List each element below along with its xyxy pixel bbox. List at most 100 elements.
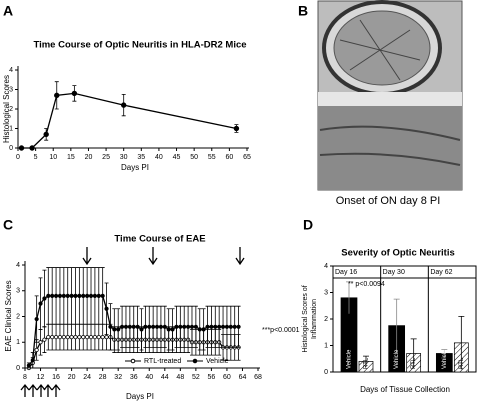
data-point	[46, 334, 51, 340]
data-point	[73, 293, 78, 298]
data-point	[42, 337, 47, 342]
data-point	[96, 293, 101, 298]
data-point	[92, 334, 98, 340]
y-tick-label: 1	[9, 125, 13, 132]
data-point	[120, 102, 127, 108]
data-point	[43, 131, 49, 138]
facet-header: Day 16	[335, 269, 357, 276]
data-point	[186, 324, 191, 329]
data-point	[96, 334, 101, 340]
data-point	[174, 324, 179, 329]
error-bar	[393, 298, 400, 353]
y-axis-label: Histological Scores	[2, 75, 11, 143]
annotation: ** p<0.0094	[348, 281, 385, 288]
x-tick-label: 24	[83, 374, 91, 381]
x-tick-label: 45	[173, 154, 181, 161]
data-point	[143, 324, 148, 329]
facet-header: Day 30	[383, 269, 405, 276]
data-point	[53, 334, 59, 340]
bar-label: Vehicle	[347, 349, 353, 369]
chart-title: Time Course of Optic Neuritis in HLA-DR2…	[33, 40, 246, 51]
data-point	[104, 306, 109, 311]
error-bar	[363, 355, 369, 367]
data-point	[46, 293, 51, 298]
data-point	[209, 324, 214, 329]
data-point	[201, 327, 206, 332]
data-point	[228, 324, 233, 329]
data-point	[38, 340, 43, 345]
data-point	[71, 90, 78, 97]
x-tick-label: 50	[190, 154, 198, 161]
x-tick-label: 0	[16, 154, 20, 161]
x-tick-label: 15	[67, 154, 75, 161]
data-point	[178, 324, 183, 329]
chart-title: Time Course of EAE	[114, 234, 205, 245]
y-tick-label: 4	[324, 263, 328, 270]
annotation: ***p<0.0001	[262, 327, 300, 334]
x-tick-label: 60	[223, 374, 231, 381]
data-point	[26, 363, 31, 368]
data-point	[213, 324, 218, 329]
x-tick-label: 56	[208, 374, 216, 381]
data-point	[100, 293, 105, 298]
data-point	[205, 324, 210, 329]
data-point	[158, 324, 164, 329]
panel-caption: Onset of ON day 8 PI	[336, 195, 441, 207]
legend-label: RTL-treated	[144, 358, 181, 365]
data-point	[54, 92, 60, 99]
data-point	[18, 145, 25, 151]
chart-title: Severity of Optic Neuritis	[341, 248, 455, 259]
y-tick-label: 3	[9, 86, 13, 93]
data-point	[166, 327, 171, 332]
data-point	[182, 324, 187, 329]
error-bar	[346, 281, 352, 314]
x-tick-label: 64	[239, 374, 247, 381]
y-tick-label: 0	[9, 145, 13, 152]
data-point	[30, 358, 35, 363]
x-tick-label: 10	[49, 154, 57, 161]
data-point	[224, 324, 230, 329]
data-point	[34, 316, 39, 322]
data-point	[65, 334, 70, 340]
x-axis-label: Days of Tissue Collection	[360, 385, 450, 394]
data-point	[69, 293, 74, 298]
x-tick-label: 55	[208, 154, 216, 161]
data-point	[236, 324, 241, 329]
y-tick-label: 3	[324, 289, 328, 296]
data-point	[38, 301, 43, 306]
data-point	[42, 296, 47, 301]
data-point	[189, 324, 195, 329]
data-point	[88, 293, 94, 298]
data-point	[77, 293, 82, 298]
panel-letter: B	[298, 3, 308, 19]
data-point	[123, 324, 129, 329]
data-point	[233, 125, 240, 132]
data-point	[193, 324, 198, 329]
data-point	[232, 324, 237, 329]
data-point	[170, 327, 175, 332]
data-point	[108, 324, 113, 329]
bar-label: RTL	[411, 357, 417, 369]
y-tick-label: 2	[324, 316, 328, 323]
data-point	[119, 324, 125, 329]
bar-label: Vehicle	[394, 349, 400, 369]
data-point	[85, 293, 90, 298]
data-point	[53, 293, 59, 298]
legend-marker	[130, 358, 136, 364]
x-tick-label: 44	[161, 374, 169, 381]
x-tick-label: 36	[130, 374, 138, 381]
error-bar	[458, 315, 465, 370]
y-tick-label: 4	[9, 67, 13, 74]
treatment-arrows	[20, 247, 245, 397]
y-tick-label: 3	[16, 288, 20, 295]
data-point	[92, 293, 98, 298]
data-point	[69, 334, 74, 340]
x-tick-label: 20	[85, 154, 93, 161]
bar-label: Vehicle	[442, 349, 448, 369]
x-tick-label: 32	[114, 374, 122, 381]
x-tick-label: 5	[34, 154, 38, 161]
y-axis-label: Histological Scores of	[302, 285, 309, 352]
data-point	[34, 347, 39, 353]
x-axis-label: Days PI	[126, 392, 154, 401]
